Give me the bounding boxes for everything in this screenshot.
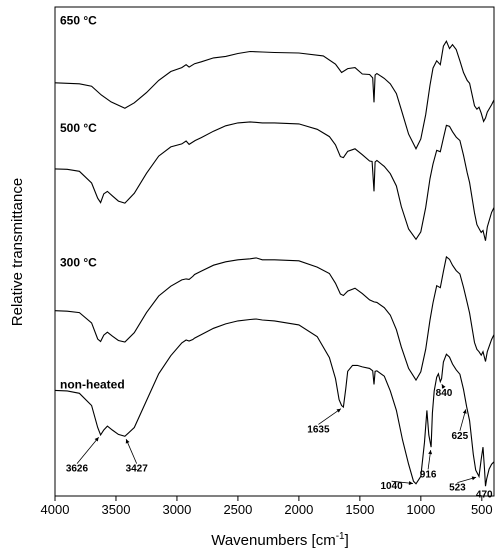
x-axis-title-main: Wavenumbers [cm [211,532,335,549]
x-tick-label-3500: 3500 [102,502,131,517]
x-axis-title: Wavenumbers [cm-1] [211,531,349,549]
peak-arrow-head-916 [428,450,432,454]
y-axis-title: Relative transmittance [9,178,26,326]
peak-arrow-head-1040 [409,481,413,485]
peak-label-3626: 3626 [66,464,89,475]
x-tick-label-500: 500 [471,502,493,517]
peak-label-916: 916 [420,469,437,480]
series-label-non-heated: non-heated [60,378,125,392]
peak-label-523: 523 [449,483,466,494]
spectra-series [55,41,494,486]
peak-arrow-head-523 [472,476,476,480]
peak-label-1635: 1635 [307,424,330,435]
series-labels: 650 °C 500 °C 300 °C non-heated [60,13,125,391]
series-label-300-c: 300 °C [60,255,97,269]
peak-label-625: 625 [452,431,469,442]
x-axis-title-end: ] [345,532,349,549]
peak-arrow-line-1635 [318,409,341,425]
series-label-500-c: 500 °C [60,121,97,135]
peak-label-470: 470 [476,489,493,500]
x-tick-label-1500: 1500 [345,502,374,517]
series-line-300-c [55,257,494,380]
peak-arrow-head-1635 [337,409,341,413]
x-tick-label-3000: 3000 [162,502,191,517]
x-axis-ticks: 4000 3500 3000 2500 2000 1500 1000 500 [41,496,493,517]
series-line-non-heated [55,319,494,486]
peak-label-1040: 1040 [380,481,403,492]
series-label-650-c: 650 °C [60,13,97,27]
peak-label-3427: 3427 [126,464,149,475]
x-tick-label-2500: 2500 [223,502,252,517]
peak-annotations: 3626 3427 1635 1040 916 840 625 523 470 [66,384,493,500]
series-line-650-c [55,41,494,149]
series-line-500-c [55,122,494,241]
peak-label-840: 840 [436,388,453,399]
x-tick-label-2000: 2000 [284,502,313,517]
x-tick-label-1000: 1000 [406,502,435,517]
peak-arrow-line-3626 [77,437,99,463]
x-tick-label-4000: 4000 [41,502,70,517]
